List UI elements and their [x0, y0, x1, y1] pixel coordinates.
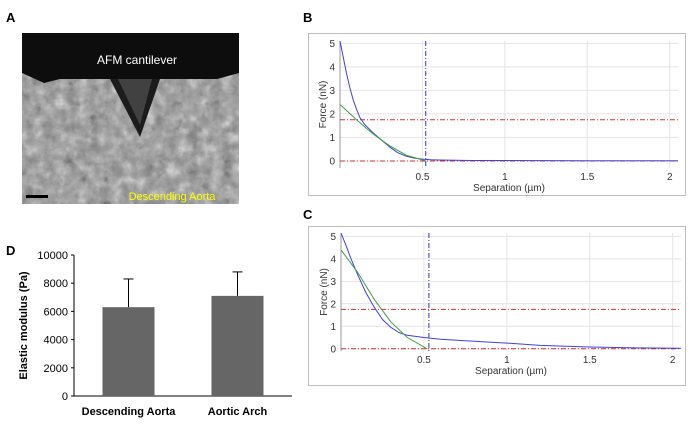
- tissue-label: Descending Aorta: [129, 191, 217, 203]
- y-tick-label: 4: [329, 62, 335, 73]
- series-line-2: [340, 249, 428, 350]
- chart-frame: [308, 33, 686, 196]
- y-axis-label: Force (nN): [318, 81, 329, 129]
- x-tick-label: 0.5: [417, 355, 431, 366]
- y-axis-label: Elastic modulus (Pa): [18, 271, 30, 380]
- scale-bar: [26, 195, 48, 198]
- x-axis-label: Separation (µm): [475, 366, 547, 377]
- y-tick-label: 2: [329, 109, 335, 120]
- x-tick-label: 1: [502, 172, 508, 183]
- panel-label-b: B: [303, 10, 313, 25]
- category-label: Descending Aorta: [82, 406, 177, 418]
- bar-1: [102, 307, 155, 396]
- y-tick-label: 2000: [44, 363, 68, 375]
- x-tick-label: 1.5: [583, 355, 597, 366]
- y-tick-label: 5: [330, 232, 336, 243]
- x-axis-label: Separation (µm): [473, 183, 545, 194]
- y-tick-label: 10000: [37, 250, 68, 262]
- y-tick-label: 3: [330, 277, 336, 288]
- y-axis-label: Force (nN): [319, 268, 330, 316]
- y-tick-label: 1: [329, 133, 335, 144]
- y-tick-label: 0: [330, 344, 336, 355]
- y-tick-label: 2: [330, 299, 336, 310]
- micrograph-image: AFM cantilever Descending Aorta: [22, 33, 239, 204]
- y-tick-label: 4: [330, 254, 336, 265]
- y-tick-label: 6000: [44, 306, 68, 318]
- x-tick-label: 2: [667, 172, 673, 183]
- chart-frame: [308, 226, 686, 386]
- y-tick-label: 3: [329, 86, 335, 97]
- y-tick-label: 5: [329, 39, 335, 50]
- elastic-modulus-bar-chart: 0 2000 4000 6000 8000 10000 Descending Aorta Ao…: [18, 250, 292, 418]
- category-label: Aortic Arch: [208, 406, 268, 418]
- x-tick-label: 1: [504, 355, 510, 366]
- x-tick-label: 0.5: [415, 172, 429, 183]
- y-tick-label: 0: [329, 156, 335, 167]
- cantilever-label: AFM cantilever: [97, 53, 177, 67]
- y-tick-label: 0: [62, 391, 68, 403]
- afm-micrograph: AFM cantilever Descending Aorta: [22, 33, 239, 204]
- force-curve-chart-b: 0.5 1 1.5 2 0 1 2 3 4 5 Separation (µm) Force (nN): [308, 33, 686, 196]
- cantilever-tip-highlight: [118, 79, 152, 125]
- panel-label-d: D: [6, 243, 16, 258]
- cantilever-body: [22, 33, 239, 83]
- series-line-2: [339, 104, 426, 162]
- y-tick-label: 4000: [44, 335, 68, 347]
- panel-label-a: A: [6, 10, 16, 25]
- bar-2: [211, 295, 264, 396]
- force-curve-chart-c: 0.5 1 1.5 2 0 1 2 3 4 5 Separation (µm) Force (nN): [308, 226, 686, 386]
- x-tick-label: 1.5: [580, 172, 594, 183]
- y-tick-label: 8000: [44, 278, 68, 290]
- panel-label-c: C: [303, 207, 313, 222]
- y-tick-label: 1: [330, 322, 336, 333]
- series-line-1: [339, 40, 678, 162]
- x-tick-label: 2: [670, 355, 676, 366]
